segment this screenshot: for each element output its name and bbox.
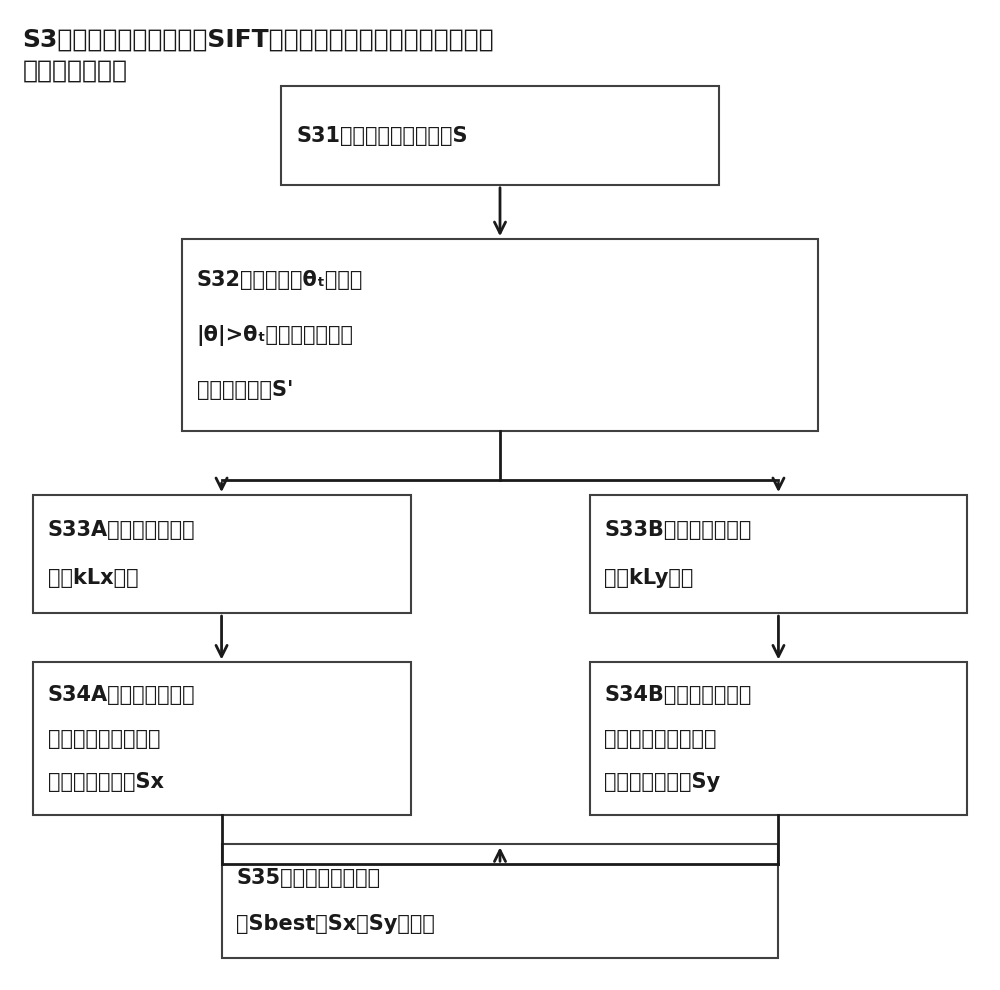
Text: S34A：保留含匹配点: S34A：保留含匹配点 (48, 685, 195, 705)
Text: S33A：对匹配点对的: S33A：对匹配点对的 (48, 521, 195, 541)
FancyBboxPatch shape (33, 495, 411, 613)
Text: 对最多的类别生成新: 对最多的类别生成新 (604, 729, 717, 748)
Text: 合Sbest为Sx和Sy的并集: 合Sbest为Sx和Sy的并集 (236, 914, 435, 934)
FancyBboxPatch shape (590, 662, 967, 815)
Text: |θ|>θₜ的匹配点对生成: |θ|>θₜ的匹配点对生成 (197, 325, 354, 346)
Text: 的匹配点对集合Sy: 的匹配点对集合Sy (604, 772, 721, 792)
Text: 匹配点对集合S': 匹配点对集合S' (197, 380, 293, 400)
Text: 的匹配点对集合Sx: 的匹配点对集合Sx (48, 772, 164, 792)
Text: S34B：保留含匹配点: S34B：保留含匹配点 (604, 685, 752, 705)
Text: 特征kLy聚类: 特征kLy聚类 (604, 567, 694, 588)
Text: S31：生成匹配点对集合S: S31：生成匹配点对集合S (296, 126, 468, 146)
FancyBboxPatch shape (281, 86, 719, 185)
Text: S3：采用并行聚类算法对SIFT特征匹配点对进行筛选得到最佳特
征匹配点对集合: S3：采用并行聚类算法对SIFT特征匹配点对进行筛选得到最佳特 征匹配点对集合 (23, 28, 494, 83)
Text: S35：最佳匹配点对集: S35：最佳匹配点对集 (236, 868, 381, 888)
FancyBboxPatch shape (182, 239, 818, 431)
Text: 特征kLx聚类: 特征kLx聚类 (48, 567, 138, 588)
FancyBboxPatch shape (33, 662, 411, 815)
Text: 对最多的类别生成新: 对最多的类别生成新 (48, 729, 160, 748)
Text: S33B：对匹配点对的: S33B：对匹配点对的 (604, 521, 752, 541)
FancyBboxPatch shape (222, 844, 778, 957)
Text: S32：通过阈值θₜ过剔除: S32：通过阈值θₜ过剔除 (197, 270, 363, 290)
FancyBboxPatch shape (590, 495, 967, 613)
